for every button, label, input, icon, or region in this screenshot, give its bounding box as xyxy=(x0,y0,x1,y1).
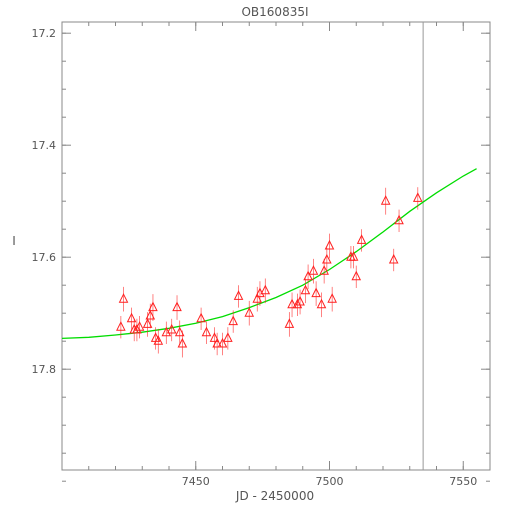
data-point xyxy=(311,287,321,298)
data-point xyxy=(172,301,182,312)
data-point xyxy=(260,284,271,295)
data-point xyxy=(118,293,129,303)
x-tick-label: 7550 xyxy=(449,475,477,488)
data-point xyxy=(201,326,212,337)
data-point xyxy=(324,239,335,250)
data-point xyxy=(233,290,244,300)
data-point xyxy=(223,332,233,342)
data-point xyxy=(212,337,222,348)
y-axis-label: I xyxy=(12,234,16,248)
data-point xyxy=(252,293,263,303)
data-point xyxy=(316,298,327,309)
data-point xyxy=(388,253,399,264)
data-point xyxy=(351,270,362,281)
y-tick-label: 17.2 xyxy=(32,27,57,40)
data-point xyxy=(412,192,423,202)
data-point xyxy=(287,298,297,309)
plot-area: 7450 7500 7550 17.2 17.4 17.6 17.8 xyxy=(32,21,491,488)
data-point xyxy=(295,295,305,306)
data-point xyxy=(148,301,158,312)
data-point xyxy=(380,195,391,205)
data-point xyxy=(132,323,142,334)
data-point xyxy=(116,321,126,331)
data-point xyxy=(284,318,295,328)
data-point xyxy=(196,312,206,323)
data-point xyxy=(244,307,255,317)
data-point xyxy=(126,312,137,323)
x-tick-label: 7500 xyxy=(316,475,344,488)
data-point xyxy=(153,335,164,345)
data-point xyxy=(319,265,329,275)
data-point xyxy=(300,284,311,295)
data-point xyxy=(327,293,337,303)
y-tick-label: 17.6 xyxy=(32,251,57,264)
plot-frame xyxy=(61,21,491,471)
data-point xyxy=(134,321,145,331)
data-point xyxy=(322,253,332,264)
data-point xyxy=(209,332,220,342)
data-point xyxy=(177,337,188,348)
data-point xyxy=(292,298,303,309)
data-point xyxy=(142,318,153,328)
model-curve xyxy=(61,168,477,340)
data-point xyxy=(228,315,239,326)
data-point xyxy=(308,265,319,275)
data-point xyxy=(217,337,228,348)
y-tick-label: 17.8 xyxy=(32,363,57,376)
x-tick-label: 7450 xyxy=(182,475,210,488)
data-point xyxy=(174,326,185,337)
y-tick-label: 17.4 xyxy=(32,139,57,152)
data-point xyxy=(348,251,359,261)
data-point xyxy=(356,234,367,244)
data-point xyxy=(394,214,404,225)
data-point xyxy=(145,309,156,320)
chart-title: OB160835I xyxy=(241,5,308,19)
data-point xyxy=(166,323,177,334)
data-point xyxy=(303,270,313,281)
x-axis-label: JD - 2450000 xyxy=(235,489,314,503)
